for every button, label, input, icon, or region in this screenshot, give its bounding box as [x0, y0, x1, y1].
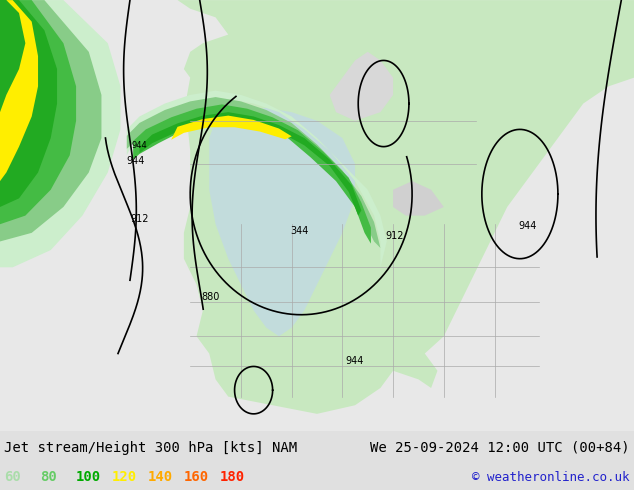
Text: 180: 180	[220, 470, 245, 484]
Text: 160: 160	[184, 470, 209, 484]
Polygon shape	[127, 91, 387, 268]
Polygon shape	[393, 181, 444, 216]
Text: 60: 60	[4, 470, 21, 484]
Text: 944: 944	[132, 141, 148, 149]
Text: 944: 944	[346, 356, 364, 367]
Polygon shape	[139, 112, 361, 216]
Text: Jet stream/Height 300 hPa [kts] NAM: Jet stream/Height 300 hPa [kts] NAM	[4, 441, 297, 455]
Polygon shape	[0, 0, 76, 224]
Polygon shape	[171, 116, 292, 140]
Polygon shape	[133, 104, 371, 244]
Polygon shape	[330, 52, 393, 121]
Text: 944: 944	[518, 221, 536, 231]
Polygon shape	[0, 0, 38, 181]
Text: 944: 944	[127, 156, 145, 166]
Text: 140: 140	[148, 470, 173, 484]
Polygon shape	[127, 97, 380, 248]
Text: 120: 120	[112, 470, 137, 484]
Polygon shape	[209, 108, 355, 336]
Text: 100: 100	[76, 470, 101, 484]
Text: © weatheronline.co.uk: © weatheronline.co.uk	[472, 470, 630, 484]
Polygon shape	[0, 0, 120, 268]
Text: 912: 912	[385, 231, 404, 241]
Text: 344: 344	[290, 226, 309, 236]
Polygon shape	[0, 0, 57, 207]
Polygon shape	[0, 0, 101, 242]
Text: 80: 80	[40, 470, 57, 484]
Text: We 25-09-2024 12:00 UTC (00+84): We 25-09-2024 12:00 UTC (00+84)	[370, 441, 630, 455]
Text: 880: 880	[202, 292, 220, 302]
Text: 912: 912	[131, 214, 149, 224]
Polygon shape	[178, 0, 634, 414]
